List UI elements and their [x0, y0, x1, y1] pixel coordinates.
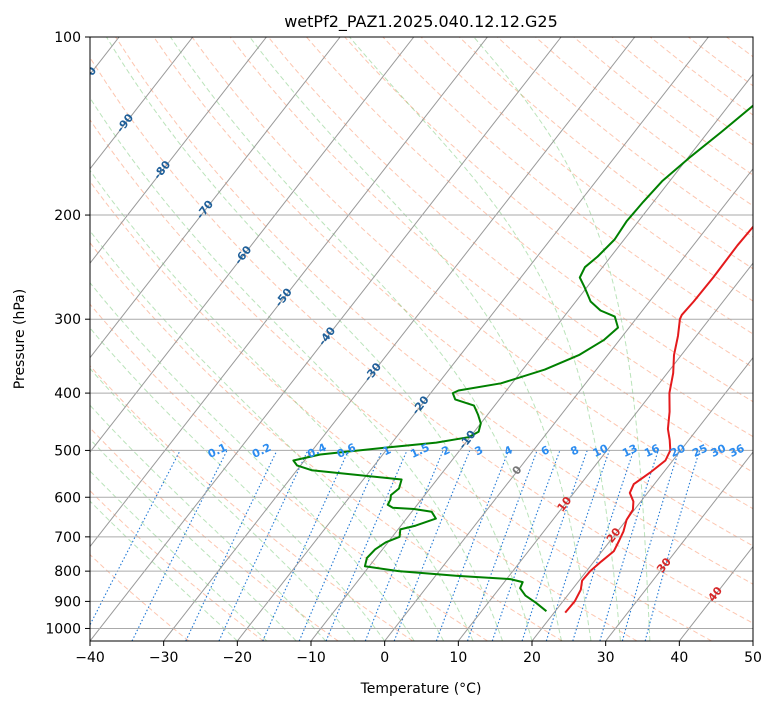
- dry-adiabat-line: [90, 56, 753, 624]
- dry-adiabat-line: [306, 37, 753, 403]
- moist-adiabat-line: [90, 438, 297, 641]
- y-tick-label: 100: [54, 30, 81, 46]
- y-tick-label: 1000: [45, 621, 81, 637]
- y-tick-label: 800: [54, 564, 81, 580]
- moist-adiabat-line: [349, 37, 621, 641]
- x-tick-label: −20: [223, 650, 253, 666]
- isotherm-line: [90, 37, 415, 453]
- x-tick-label: −40: [75, 650, 105, 666]
- mixing-ratio-line: [572, 450, 635, 641]
- isotherm-line: [90, 37, 267, 265]
- moist-adiabat-line: [90, 404, 327, 641]
- dry-adiabat-line: [90, 490, 264, 641]
- mixing-ratio-line: [90, 450, 181, 627]
- y-tick-label: 600: [54, 490, 81, 506]
- mixing-ratio-line: [545, 450, 610, 641]
- x-tick-label: 0: [380, 650, 389, 666]
- dry-adiabat-line: [90, 118, 712, 641]
- mixing-ratio-line: [644, 450, 701, 641]
- mixing-ratio-lines: [90, 450, 701, 641]
- x-tick-label: 10: [449, 650, 467, 666]
- y-tick-label: 900: [54, 594, 81, 610]
- dry-adiabat-line: [90, 242, 563, 641]
- dry-adiabat-line: [90, 303, 488, 641]
- y-axis: 100 200 300 400 500 600 700 800 900 1000: [45, 30, 90, 637]
- mixing-ratio-line: [521, 450, 588, 641]
- dry-adiabat-line: [344, 37, 753, 369]
- mixing-ratio-labels: 0.1 0.2 0.4 0.6 1 1.5 2 3 4 6 8 10 13 16 20 25 30 36: [206, 441, 747, 461]
- isotherm-line: [236, 37, 709, 641]
- moist-adiabat-line: [249, 37, 592, 641]
- chart-title: wetPf2_PAZ1.2025.040.12.12.G25: [284, 12, 558, 32]
- dry-adiabat-line: [90, 365, 414, 641]
- x-tick-label: 30: [597, 650, 615, 666]
- dry-adiabat-line: [90, 553, 190, 641]
- moist-adiabat-line: [90, 327, 386, 641]
- mixing-ratio-label: 20: [668, 442, 688, 460]
- mixing-ratio-line: [262, 450, 349, 641]
- mixing-ratio-label: 36: [727, 442, 747, 460]
- x-tick-label: 20: [523, 650, 541, 666]
- isotherm-line: [90, 37, 562, 641]
- isotherm-line: [605, 451, 753, 641]
- sounding-profiles: [292, 104, 753, 614]
- moist-adiabat-line: [90, 470, 268, 641]
- moist-adiabat-line: [90, 367, 356, 641]
- dewpoint-profile-line: [292, 104, 753, 612]
- mixing-ratio-label: 13: [620, 442, 639, 460]
- isotherm-line: [90, 37, 341, 359]
- mixing-ratio-label: 16: [642, 442, 662, 460]
- x-tick-label: −30: [149, 650, 179, 666]
- y-tick-label: 200: [54, 208, 81, 224]
- plot-frame: [89, 36, 754, 642]
- moist-adiabat-line: [90, 230, 445, 641]
- isotherm-line: [90, 37, 488, 548]
- moist-adiabat-line: [90, 169, 474, 641]
- isotherm-line: [384, 167, 753, 641]
- mixing-ratio-line: [466, 450, 538, 641]
- isotherm-line: [457, 262, 753, 641]
- mixing-ratio-line: [298, 450, 383, 641]
- mixing-ratio-label: 25: [690, 442, 709, 460]
- isobars: [90, 37, 753, 629]
- mixing-ratio-label: 10: [591, 442, 611, 460]
- mixing-ratio-label: 30: [709, 442, 729, 460]
- isotherm-line: [163, 37, 636, 641]
- y-axis-title: Pressure (hPa): [12, 289, 28, 389]
- y-tick-label: 400: [54, 386, 81, 402]
- dry-adiabat-line: [115, 37, 753, 585]
- dry-adiabat-line: [191, 37, 753, 510]
- plot-area: -100-90-80-70-60-50-40-30-20-10010203040…: [90, 37, 753, 641]
- dry-adiabat-line: [153, 37, 753, 547]
- x-tick-label: 40: [670, 650, 688, 666]
- temperature-profile-line: [564, 225, 753, 614]
- x-tick-label: 50: [744, 650, 762, 666]
- y-tick-label: 700: [54, 530, 81, 546]
- dry-adiabat-line: [229, 37, 753, 473]
- moist-adiabat-line: [169, 37, 562, 641]
- mixing-ratio-line: [218, 450, 309, 641]
- mixing-ratio-line: [131, 450, 228, 641]
- moist-adiabat-line: [473, 37, 651, 641]
- isotherm-line: [531, 356, 753, 641]
- y-tick-label: 300: [54, 312, 81, 328]
- x-axis: −40 −30 −20 −10 0 10 20 30 40 50: [75, 641, 762, 666]
- isotherm-line: [90, 37, 194, 170]
- y-tick-label: 500: [54, 443, 81, 459]
- mixing-ratio-line: [325, 450, 408, 641]
- moist-adiabat-line: [106, 37, 533, 641]
- mixing-ratio-line: [185, 450, 278, 641]
- x-tick-label: −10: [296, 650, 326, 666]
- x-axis-title: Temperature (°C): [360, 681, 482, 697]
